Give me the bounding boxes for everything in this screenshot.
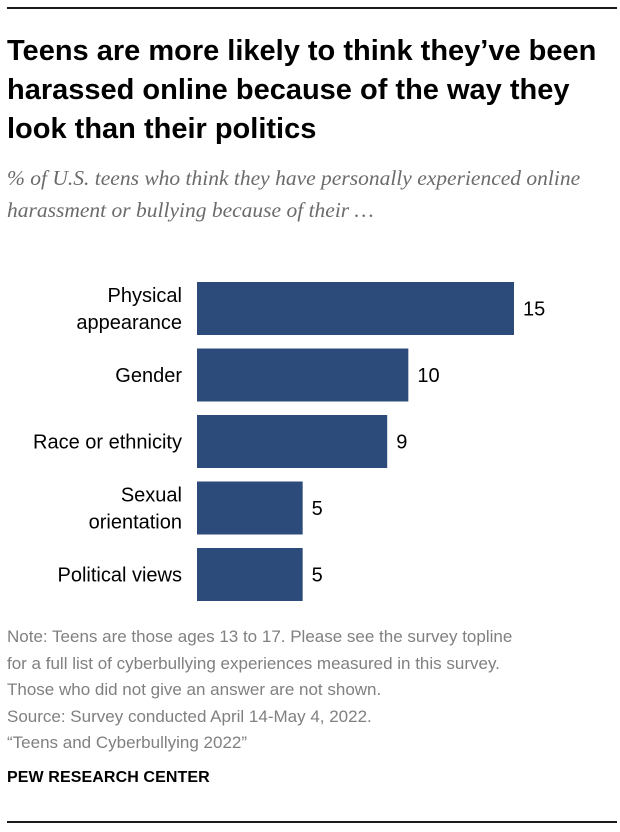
top-rule <box>7 7 617 9</box>
chart-subtitle: % of U.S. teens who think they have pers… <box>7 166 581 222</box>
value-label-0: 15 <box>523 299 545 321</box>
category-label-1: Gender <box>115 365 182 387</box>
note-line-3: Those who did not give an answer are not… <box>7 680 382 699</box>
chart-title: Teens are more likely to think they’ve b… <box>7 35 597 145</box>
value-label-3: 5 <box>312 498 323 520</box>
pew-research-center-label: PEW RESEARCH CENTER <box>7 769 210 786</box>
value-label-1: 10 <box>417 365 439 387</box>
value-label-4: 5 <box>312 565 323 587</box>
category-label-0-line-0: Physical <box>108 285 182 307</box>
note-line-2: for a full list of cyberbullying experie… <box>7 653 500 673</box>
report-title: “Teens and Cyberbullying 2022” <box>7 733 248 752</box>
bar-0 <box>197 282 514 335</box>
category-label-2: Race or ethnicity <box>33 432 182 454</box>
category-label-4: Political views <box>58 565 182 587</box>
value-label-2: 9 <box>396 432 407 454</box>
bar-3 <box>197 481 303 535</box>
bottom-rule <box>7 821 617 823</box>
category-label-0-line-1: appearance <box>76 312 182 334</box>
notes-block: Note: Teens are those ages 13 to 17. Ple… <box>7 624 617 757</box>
bar-4 <box>197 548 303 601</box>
category-label-3-line-1: orientation <box>89 512 182 534</box>
category-label-3-line-0: Sexual <box>121 485 182 507</box>
note-line-1: Note: Teens are those ages 13 to 17. Ple… <box>7 627 513 646</box>
bar-chart: 15 Physical appearance 10 Gender 9 Race or eth… <box>33 282 545 601</box>
bar-2 <box>197 415 388 468</box>
bar-1 <box>197 348 409 402</box>
source-line: Source: Survey conducted April 14-May 4,… <box>7 706 372 726</box>
